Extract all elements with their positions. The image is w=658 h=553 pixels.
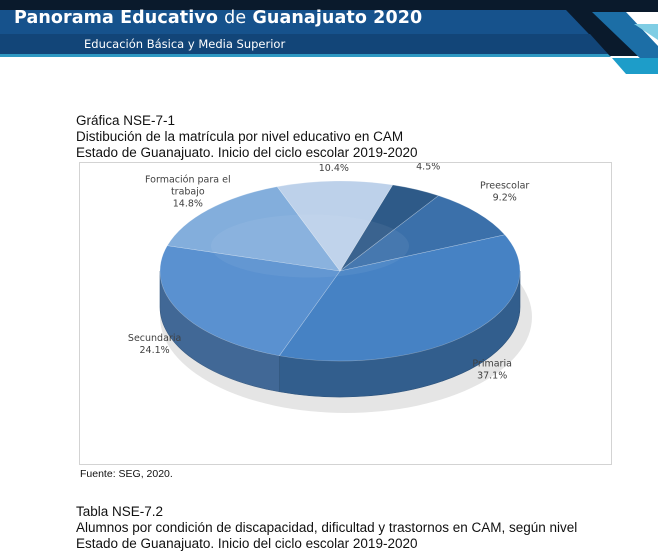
header-title: Panorama Educativo de Guanajuato 2020 (14, 8, 422, 28)
figure-source: Fuente: SEG, 2020. (80, 468, 173, 480)
pie-label-2: Primaria 37.1% (472, 359, 512, 382)
pie-slice-1 (339, 195, 506, 272)
header-title-part2: Guanajuato 2020 (252, 8, 423, 28)
table-subtitle: Estado de Guanajuato. Inicio del ciclo e… (76, 536, 418, 551)
pie-label-5: Apoyocomplementario10.4% (295, 163, 373, 174)
banner-graphic (0, 0, 658, 74)
header-title-part1: Panorama Educativo (14, 8, 218, 28)
header-title-connector: de (224, 8, 247, 28)
pie-slice-3 (159, 245, 341, 357)
pie-highlight (211, 214, 409, 278)
pie-slice-5 (276, 180, 394, 272)
pie-label-4: Formación para el trabajo 14.8% (145, 175, 231, 210)
pie-slice-2 (278, 234, 521, 362)
header-subtitle: Educación Básica y Media Superior (84, 37, 286, 51)
figure-title: Distibución de la matrícula por nivel ed… (76, 129, 404, 144)
pie-slice-0 (339, 184, 440, 272)
pie-label-0: Inicial4.5% (414, 163, 442, 173)
pie-label-1: Preescolar 9.2% (480, 181, 529, 204)
header-banner: Panorama Educativo de Guanajuato 2020 Ed… (0, 0, 658, 74)
table-title: Alumnos por condición de discapacidad, d… (76, 520, 578, 535)
figure-id: Gráfica NSE-7-1 (76, 113, 176, 128)
pie-slice-4 (166, 186, 341, 272)
figure-subtitle: Estado de Guanajuato. Inicio del ciclo e… (76, 145, 418, 160)
pie-label-3: Secundaria 24.1% (128, 333, 181, 356)
table-id: Tabla NSE-7.2 (76, 504, 164, 519)
